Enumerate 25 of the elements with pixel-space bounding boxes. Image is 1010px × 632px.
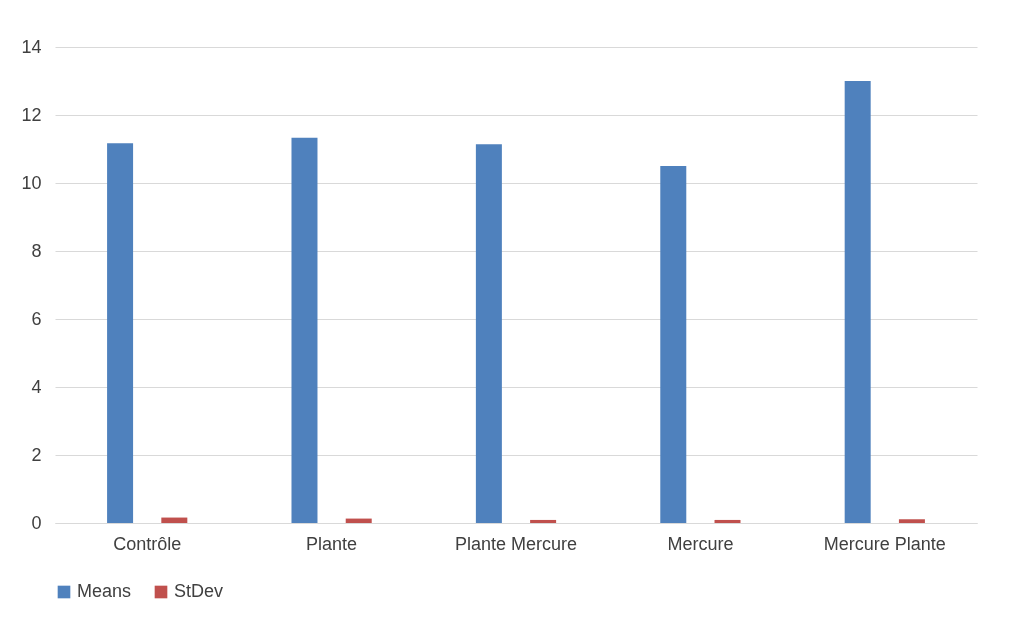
- bar: [530, 519, 557, 523]
- bar: [660, 166, 687, 523]
- bar: [844, 81, 871, 523]
- bar: [291, 137, 318, 523]
- x-tick-label: Mercure: [667, 533, 734, 554]
- y-tick-label: 12: [21, 104, 42, 125]
- bar: [475, 144, 502, 523]
- y-tick-label: 4: [31, 376, 42, 397]
- bar: [161, 517, 188, 523]
- y-tick-label: 0: [31, 512, 42, 533]
- x-tick-label: Contrôle: [113, 533, 182, 554]
- y-tick-label: 14: [21, 36, 42, 57]
- bar: [714, 519, 741, 523]
- x-tick-label: Mercure Plante: [823, 533, 946, 554]
- legend-label: Means: [77, 581, 132, 601]
- bar: [898, 519, 925, 523]
- bar: [345, 518, 372, 523]
- bar: [107, 143, 134, 523]
- y-tick-label: 6: [31, 308, 42, 329]
- y-tick-label: 8: [31, 240, 42, 261]
- x-tick-label: Plante Mercure: [454, 533, 578, 554]
- legend-label: StDev: [174, 581, 224, 601]
- y-tick-label: 10: [21, 172, 42, 193]
- y-tick-label: 2: [31, 444, 42, 465]
- x-tick-label: Plante: [306, 533, 358, 554]
